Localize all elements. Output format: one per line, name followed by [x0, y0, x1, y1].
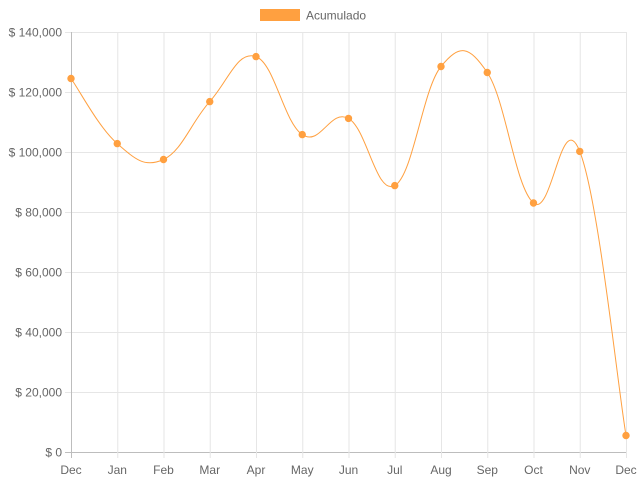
- x-tick-label: Dec: [60, 463, 81, 477]
- x-tick-label: Jun: [339, 463, 358, 477]
- y-tick-label: $ 120,000: [9, 86, 63, 100]
- y-tick-label: $ 80,000: [15, 206, 62, 220]
- x-tick-label: Apr: [247, 463, 266, 477]
- data-point[interactable]: [437, 62, 445, 71]
- data-point[interactable]: [576, 147, 584, 156]
- data-point[interactable]: [298, 130, 306, 139]
- x-tick-label: Nov: [569, 463, 590, 477]
- x-tick-label: Jan: [108, 463, 127, 477]
- grid-layer: [65, 32, 627, 458]
- x-tick-label: Feb: [153, 463, 174, 477]
- y-tick-label: $ 60,000: [15, 266, 62, 280]
- data-point[interactable]: [206, 97, 214, 106]
- y-tick-label: $ 140,000: [9, 26, 63, 40]
- legend-label-acumulado[interactable]: Acumulado: [306, 9, 366, 23]
- data-point[interactable]: [529, 199, 538, 207]
- axis-layer: $ 0 $ 20,000 $ 40,000 $ 60,000 $ 80,000 $ 100…: [9, 26, 637, 478]
- legend[interactable]: Acumulado: [260, 9, 366, 23]
- data-point[interactable]: [391, 181, 399, 190]
- data-point[interactable]: [252, 52, 260, 61]
- data-point[interactable]: [113, 139, 121, 148]
- series-layer: [67, 50, 630, 440]
- x-tick-label: Aug: [430, 463, 451, 477]
- x-tick-label: Jul: [387, 463, 402, 477]
- y-tick-label: $ 20,000: [15, 386, 62, 400]
- data-point[interactable]: [483, 68, 491, 77]
- data-point[interactable]: [344, 114, 353, 123]
- x-tick-label: Oct: [524, 463, 543, 477]
- data-point[interactable]: [159, 155, 168, 164]
- y-tick-label: $ 100,000: [9, 146, 63, 160]
- legend-swatch-acumulado[interactable]: [260, 9, 300, 21]
- x-tick-label: Sep: [477, 463, 499, 477]
- x-tick-label: May: [291, 463, 314, 477]
- series-line-acumulado: [70, 50, 627, 436]
- x-tick-label: Dec: [615, 463, 636, 477]
- data-point[interactable]: [67, 74, 75, 83]
- data-point[interactable]: [622, 431, 630, 440]
- y-tick-label: $ 0: [45, 446, 62, 460]
- x-tick-label: Mar: [199, 463, 220, 477]
- y-tick-label: $ 40,000: [15, 326, 62, 340]
